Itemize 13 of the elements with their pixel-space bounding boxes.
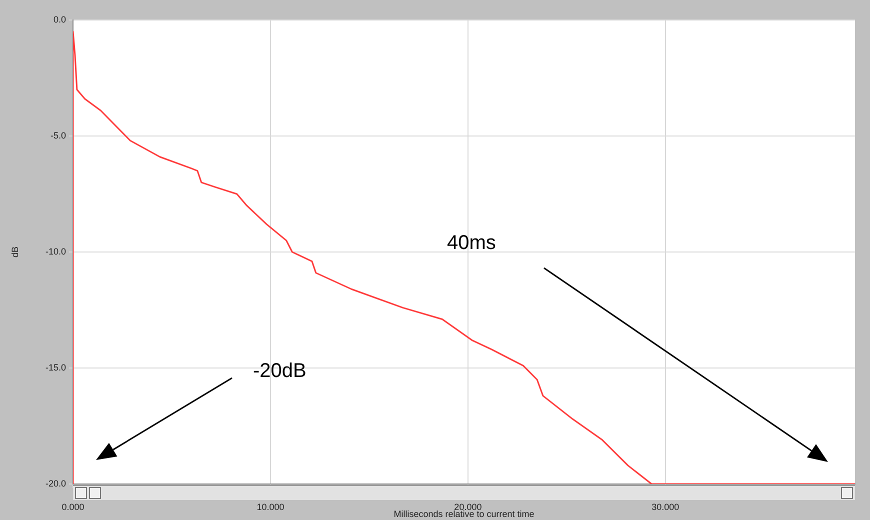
y-tick-label: -10.0 [45, 246, 66, 256]
y-tick-label: 0.0 [53, 14, 66, 24]
x-axis-title: Milliseconds relative to current time [394, 509, 534, 520]
x-tick-label: 30.000 [652, 502, 680, 512]
x-tick-label: 10.000 [256, 502, 284, 512]
y-tick-label: -15.0 [45, 362, 66, 372]
y-axis-title: dB [10, 246, 20, 258]
annotation: -20dB [253, 360, 306, 383]
x-tick-label: 0.000 [62, 502, 84, 512]
y-tick-label: -5.0 [50, 130, 66, 140]
x-tick-label: 20.000 [454, 502, 482, 512]
annotation: 40ms [447, 232, 496, 255]
y-tick-label: -20.0 [45, 478, 66, 488]
